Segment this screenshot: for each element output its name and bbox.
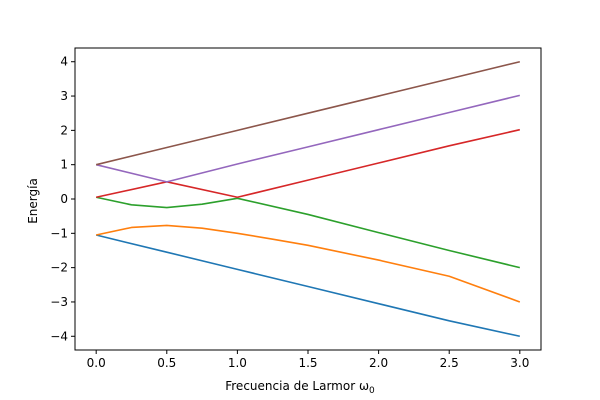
x-tick-label: 0.0 bbox=[87, 356, 106, 370]
y-tick-label: −2 bbox=[50, 261, 68, 275]
y-tick-label: 3 bbox=[60, 89, 68, 103]
x-tick-label: 2.0 bbox=[369, 356, 388, 370]
series-line-5 bbox=[95, 94, 521, 183]
series-line-1 bbox=[95, 234, 520, 338]
x-axis-label-text: Frecuencia de Larmor ω bbox=[225, 379, 369, 393]
y-tick-label: −4 bbox=[50, 329, 68, 343]
x-tick-label: 2.5 bbox=[440, 356, 459, 370]
x-tick-label: 1.0 bbox=[228, 356, 247, 370]
y-tick-label: −1 bbox=[50, 226, 68, 240]
series-line-6 bbox=[95, 60, 521, 166]
x-tick-label: 1.5 bbox=[298, 356, 317, 370]
y-tick-label: 0 bbox=[60, 192, 68, 206]
x-axis-label: Frecuencia de Larmor ω0 bbox=[225, 379, 375, 396]
y-axis-label: Energía bbox=[26, 178, 40, 224]
y-tick-label: −3 bbox=[50, 295, 68, 309]
y-tick-label: 4 bbox=[60, 55, 68, 69]
y-tick-label: 1 bbox=[60, 158, 68, 172]
y-tick-label: 2 bbox=[60, 123, 68, 137]
ticks-layer: 0.0 0.5 1.0 1.5 2.0 2.5 3.0 −4 −3 −2 −1 0 1 2 3 4 bbox=[50, 55, 529, 370]
plot-frame bbox=[74, 47, 542, 351]
series-layer bbox=[95, 60, 521, 338]
x-tick-label: 3.0 bbox=[510, 356, 529, 370]
series-line-3 bbox=[96, 196, 521, 269]
series-line-2 bbox=[96, 224, 521, 303]
x-axis-label-subscript: 0 bbox=[369, 386, 375, 396]
x-tick-label: 0.5 bbox=[157, 356, 176, 370]
